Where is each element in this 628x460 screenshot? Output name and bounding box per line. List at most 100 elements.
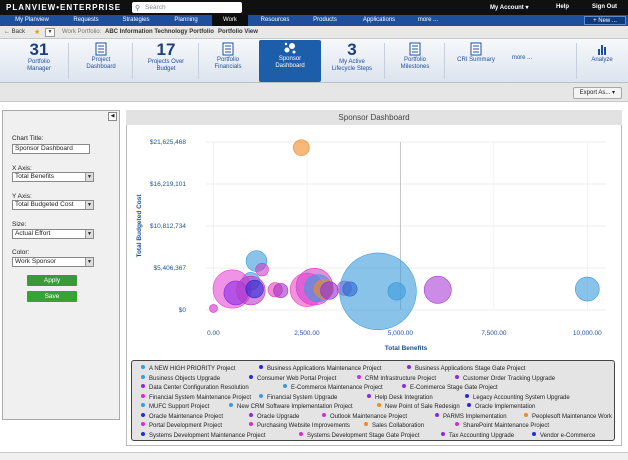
legend-swatch xyxy=(465,393,469,398)
export-bar: Export As... ▾ xyxy=(0,83,628,102)
collapse-panel-icon[interactable]: ◀ xyxy=(108,112,117,121)
nav-applications[interactable]: Applications xyxy=(362,17,396,23)
legend-item: Oracle Maintenance Project xyxy=(141,412,224,420)
status-bar xyxy=(0,452,628,460)
search-placeholder: Search xyxy=(145,4,166,11)
nav-strategies[interactable]: Strategies xyxy=(122,17,150,23)
color-select[interactable]: Work Sponsor ▼ xyxy=(12,257,94,267)
view-label: Portfolio View xyxy=(218,29,258,35)
legend-label: Data Center Configuration Resolution xyxy=(149,385,249,391)
size-select[interactable]: Actual Effort ▼ xyxy=(12,229,94,239)
legend-label: Business Applications Maintenance Projec… xyxy=(267,366,382,372)
legend-item: New Point of Sale Redesign xyxy=(377,403,460,410)
document-icon xyxy=(95,42,107,56)
legend-item: Tax Accounting Upgrade xyxy=(441,431,515,439)
tile-sponsor-dashboard[interactable]: Sponsor Dashboard xyxy=(259,40,321,82)
tile-my-active-lifecycle-steps[interactable]: 3 My Active Lifecycle Steps xyxy=(324,41,380,81)
document-icon xyxy=(470,42,482,56)
legend-label: Oracle Upgrade xyxy=(257,413,300,420)
legend-label: E-Commerce Stage Gate Project xyxy=(410,385,498,391)
star-icon[interactable]: ★ xyxy=(34,29,41,36)
tile-divider xyxy=(384,43,385,79)
legend-item: Business Objects Upgrade xyxy=(141,374,220,382)
nav-products[interactable]: Products xyxy=(313,17,337,23)
chart-title-label: Chart Title: xyxy=(12,135,44,142)
tile-divider xyxy=(198,43,199,79)
back-button[interactable]: ← Back xyxy=(4,29,26,35)
legend-swatch xyxy=(249,422,253,426)
tile-count: 3 xyxy=(347,40,357,59)
legend-item: MUFC Support Project xyxy=(141,403,209,410)
tile-portfolio-financials[interactable]: Portfolio Financials xyxy=(202,41,254,81)
tile-cri-summary[interactable]: CRI Summary xyxy=(448,41,504,81)
tile-label: Analyze xyxy=(591,57,613,63)
legend-swatch xyxy=(299,431,303,436)
legend-swatch xyxy=(467,403,471,407)
nav-my-planview[interactable]: My Planview xyxy=(15,17,49,23)
legend-swatch xyxy=(322,412,326,417)
legend-item: Systems Development Maintenance Project xyxy=(141,431,265,439)
y-axis-select[interactable]: Total Budgeted Cost ▼ xyxy=(12,200,94,210)
x-axis-select[interactable]: Total Benefits ▼ xyxy=(12,172,94,182)
bubble-chart-icon xyxy=(284,42,296,54)
new-button[interactable]: + New ... xyxy=(584,16,626,25)
legend-label: Oracle Maintenance Project xyxy=(149,413,224,420)
legend-item: Vendor e-Commerce xyxy=(532,431,595,439)
tile-count: 31 xyxy=(29,40,49,59)
tile-portfolio-milestones[interactable]: Portfolio Milestones xyxy=(390,41,440,81)
document-icon xyxy=(222,42,234,56)
tile-label: My Active Lifecycle Steps xyxy=(331,59,373,72)
my-account-link[interactable]: My Account ▾ xyxy=(490,5,529,11)
legend-swatch xyxy=(532,431,536,436)
chart-title-input[interactable]: Sponsor Dashboard xyxy=(12,144,90,154)
color-value: Work Sponsor xyxy=(15,258,57,265)
legend-swatch xyxy=(141,365,145,369)
legend-label: Consumer Web Portal Project xyxy=(257,375,337,382)
legend-label: Sales Collaboration xyxy=(372,423,425,429)
legend-item: CRM Infrastructure Project xyxy=(357,374,436,382)
search-input[interactable]: ⚲ Search xyxy=(132,2,242,13)
nav-requests[interactable]: Requests xyxy=(73,17,99,23)
nav-work[interactable]: Work xyxy=(212,15,248,26)
chart-legend: A NEW HIGH PRIORITY Project Business Appl… xyxy=(131,360,615,441)
tile-divider xyxy=(68,43,69,79)
chevron-down-icon[interactable]: ▼ xyxy=(45,28,55,37)
tile-label: Projects Over Budget xyxy=(147,59,185,72)
sign-out-link[interactable]: Sign Out xyxy=(592,4,617,10)
legend-swatch xyxy=(141,393,145,398)
legend-item: Outlook Maintenance Project xyxy=(322,412,407,420)
nav-planning[interactable]: Planning xyxy=(174,17,198,23)
context-value[interactable]: ABC Information Technology Portfolio xyxy=(105,29,214,35)
tile-projects-over-budget[interactable]: 17 Projects Over Budget xyxy=(138,41,194,81)
y-axis-label: Y Axis: xyxy=(12,193,32,200)
legend-swatch xyxy=(229,403,233,407)
legend-label: Help Desk Integration xyxy=(375,394,433,401)
legend-swatch xyxy=(249,374,253,379)
export-as-button[interactable]: Export As... ▾ xyxy=(572,87,622,99)
legend-swatch xyxy=(441,431,445,436)
tile-analyze[interactable]: Analyze xyxy=(580,41,624,81)
tile-label: Portfolio Milestones xyxy=(400,57,430,70)
bar-chart-icon xyxy=(598,45,606,55)
tile-project-dashboard[interactable]: Project Dashboard xyxy=(74,41,128,81)
legend-swatch xyxy=(524,412,528,417)
tile-more[interactable]: more ... xyxy=(508,55,536,95)
legend-label: A NEW HIGH PRIORITY Project xyxy=(149,366,236,372)
help-link[interactable]: Help xyxy=(556,4,570,10)
chevron-down-icon: ▼ xyxy=(85,258,93,266)
legend-item: Purchasing Website Improvements xyxy=(249,422,350,429)
legend-item: Financial System Maintenance Project xyxy=(141,393,251,401)
legend-label: Business Applications Stage Gate Project xyxy=(415,366,526,372)
legend-label: New CRM Software Implementation Project xyxy=(237,404,353,410)
x-axis-value: Total Benefits xyxy=(15,173,55,180)
legend-item: PARMS Implementation xyxy=(435,412,507,420)
tile-portfolio-manager[interactable]: 31 Portfolio Manager xyxy=(14,41,64,81)
legend-label: Tax Accounting Upgrade xyxy=(449,432,515,439)
apply-button[interactable]: Apply xyxy=(27,275,77,286)
context-label: Work Portfolio: xyxy=(62,29,102,35)
legend-item: Portal Development Project xyxy=(141,422,222,429)
legend-label: Legacy Accounting System Upgrade xyxy=(473,394,570,401)
nav-resources[interactable]: Resources xyxy=(260,17,290,23)
save-button[interactable]: Save xyxy=(27,291,77,302)
nav-more[interactable]: more ... xyxy=(417,17,439,23)
